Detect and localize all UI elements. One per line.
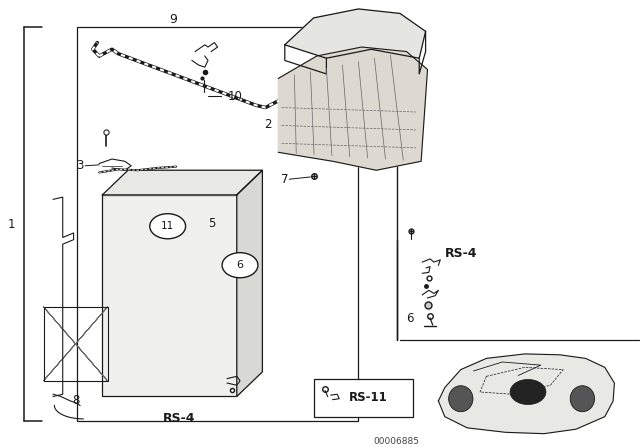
Polygon shape [278, 47, 428, 170]
Text: 5: 5 [208, 216, 216, 230]
Text: RS-11: RS-11 [349, 391, 387, 404]
Polygon shape [102, 170, 262, 195]
Bar [102, 195, 237, 396]
Polygon shape [438, 354, 614, 434]
Circle shape [222, 253, 258, 278]
Text: 7: 7 [280, 172, 288, 186]
Text: 10: 10 [227, 90, 242, 103]
Text: 3: 3 [76, 159, 83, 172]
Bar [77, 27, 358, 421]
Ellipse shape [449, 386, 473, 412]
Text: 2: 2 [264, 118, 272, 131]
Circle shape [150, 214, 186, 239]
Text: 00006885: 00006885 [374, 437, 420, 446]
Text: 6: 6 [237, 260, 243, 270]
Circle shape [510, 379, 546, 405]
Text: 8: 8 [72, 394, 79, 408]
Polygon shape [237, 170, 262, 396]
Polygon shape [285, 9, 426, 58]
Bar [44, 307, 108, 381]
Text: RS-4: RS-4 [445, 246, 477, 260]
Text: 9: 9 [169, 13, 177, 26]
Text: 1: 1 [8, 217, 15, 231]
Ellipse shape [570, 386, 595, 412]
Text: 6: 6 [406, 311, 414, 325]
Text: 11: 11 [161, 221, 174, 231]
Bar [314, 379, 413, 417]
Text: RS-4: RS-4 [163, 412, 195, 426]
